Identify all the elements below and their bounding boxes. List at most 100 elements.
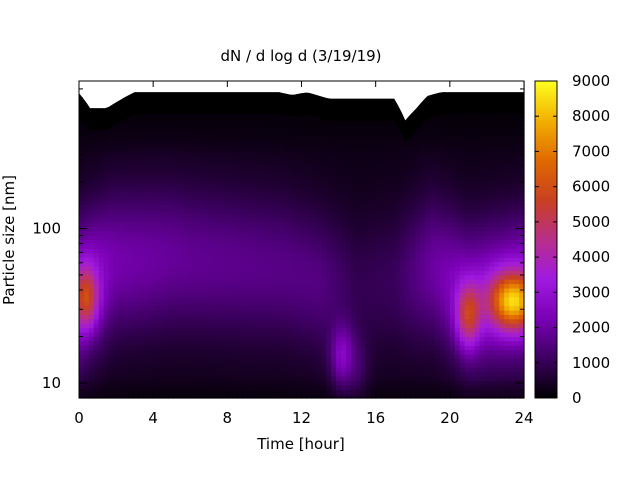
heatmap-cell [88, 371, 95, 377]
heatmap-cell [153, 111, 159, 117]
heatmap-cell [172, 129, 179, 135]
heatmap-cell [247, 226, 253, 232]
heatmap-cell [321, 182, 327, 188]
heatmap-cell [197, 243, 204, 249]
heatmap-cell [291, 199, 298, 205]
heatmap-cell [83, 239, 90, 245]
heatmap-cell [118, 331, 125, 337]
heatmap-cell [385, 151, 392, 157]
heatmap-cell [247, 177, 253, 183]
heatmap-cell [153, 191, 159, 197]
heatmap-cell [212, 367, 219, 373]
heatmap-cell [306, 340, 312, 346]
heatmap-cell [148, 208, 154, 214]
heatmap-cell [405, 296, 411, 302]
heatmap-cell [311, 389, 317, 395]
heatmap-cell [113, 279, 120, 285]
heatmap-cell [118, 208, 125, 214]
heatmap-cell [79, 160, 85, 166]
heatmap-cell [252, 155, 258, 161]
heatmap-cell [197, 323, 204, 329]
heatmap-cell [252, 305, 258, 311]
heatmap-cell [281, 323, 288, 329]
heatmap-cell [306, 208, 312, 214]
heatmap-cell [192, 309, 199, 315]
heatmap-cell [217, 243, 223, 249]
heatmap-cell [153, 213, 159, 219]
heatmap-cell [93, 345, 100, 351]
heatmap-cell [83, 208, 90, 214]
heatmap-cell [405, 301, 411, 307]
heatmap-cell [168, 314, 174, 320]
heatmap-cell [207, 177, 214, 183]
heatmap-cell [296, 274, 303, 280]
heatmap-cell [326, 287, 332, 293]
heatmap-cell [266, 116, 273, 122]
heatmap-cell [168, 384, 174, 390]
heatmap-cell [182, 292, 189, 298]
heatmap-cell [326, 243, 332, 249]
heatmap-cell [326, 160, 332, 166]
heatmap-cell [172, 327, 179, 333]
heatmap-cell [128, 265, 134, 271]
heatmap-cell [93, 195, 100, 201]
heatmap-cell [168, 345, 174, 351]
heatmap-cell [311, 358, 317, 364]
heatmap-cell [346, 243, 352, 249]
heatmap-cell [123, 362, 130, 368]
heatmap-cell [172, 309, 179, 315]
heatmap-cell [197, 147, 204, 153]
heatmap-cell [346, 173, 352, 179]
heatmap-cell [252, 309, 258, 315]
heatmap-cell [227, 292, 233, 298]
heatmap-cell [291, 142, 298, 148]
heatmap-cell [261, 318, 268, 324]
heatmap-cell [128, 116, 134, 122]
heatmap-cell [385, 217, 392, 223]
heatmap-cell [98, 261, 105, 267]
heatmap-cell [227, 358, 233, 364]
heatmap-cell [148, 362, 154, 368]
heatmap-cell [163, 353, 169, 359]
heatmap-cell [108, 160, 115, 166]
heatmap-cell [212, 257, 219, 263]
heatmap-cell [83, 349, 90, 355]
heatmap-cell [321, 138, 327, 144]
heatmap-cell [365, 349, 372, 355]
heatmap-cell [207, 314, 214, 320]
heatmap-cell [113, 252, 120, 258]
heatmap-cell [207, 305, 214, 311]
heatmap-cell [153, 367, 159, 373]
heatmap-cell [168, 327, 174, 333]
heatmap-cell [163, 169, 169, 175]
heatmap-cell [261, 393, 268, 399]
heatmap-cell [257, 147, 263, 153]
heatmap-cell [261, 173, 268, 179]
heatmap-cell [222, 164, 228, 170]
heatmap-cell [346, 177, 352, 183]
heatmap-cell [158, 160, 164, 166]
heatmap-cell [138, 230, 144, 236]
heatmap-cell [405, 270, 411, 276]
heatmap-cell [291, 129, 298, 135]
heatmap-cell [306, 345, 312, 351]
heatmap-cell [276, 283, 283, 289]
heatmap-cell [177, 243, 184, 249]
heatmap-cell [390, 261, 397, 267]
heatmap-cell [316, 296, 322, 302]
heatmap-cell [108, 375, 115, 381]
heatmap-cell [237, 393, 243, 399]
heatmap-cell [113, 336, 120, 342]
heatmap-cell [118, 195, 125, 201]
heatmap-cell [410, 199, 416, 205]
heatmap-cell [217, 353, 223, 359]
heatmap-cell [286, 199, 293, 205]
heatmap-cell [242, 217, 248, 223]
heatmap-cell [257, 191, 263, 197]
heatmap-cell [266, 133, 273, 139]
heatmap-cell [261, 208, 268, 214]
heatmap-cell [266, 314, 273, 320]
heatmap-cell [232, 287, 238, 293]
heatmap-cell [113, 371, 120, 377]
heatmap-cell [242, 265, 248, 271]
